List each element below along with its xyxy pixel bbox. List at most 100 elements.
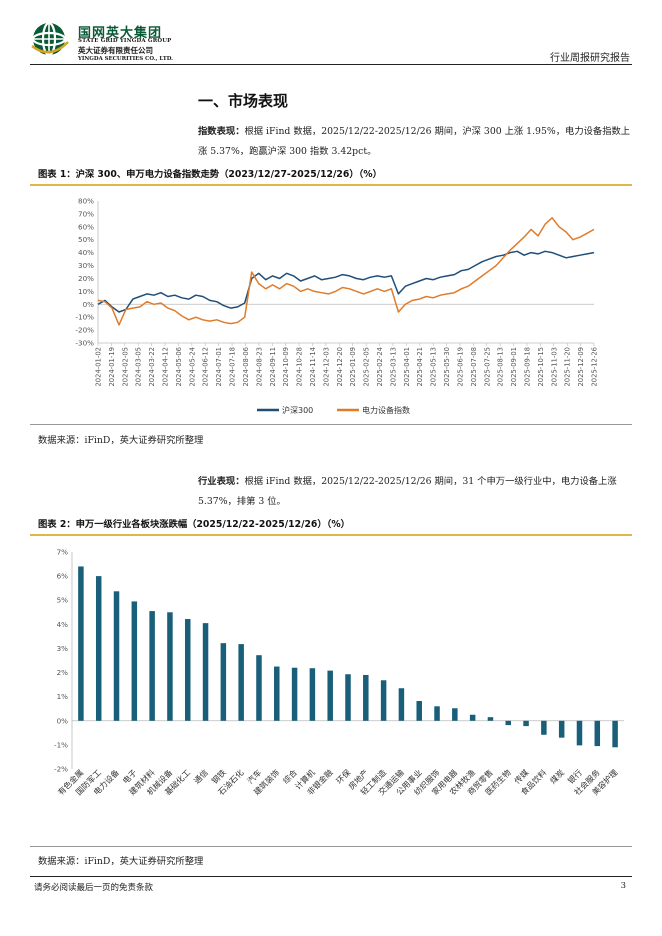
paragraph-lead: 指数表现： — [198, 126, 245, 137]
bar — [612, 720, 618, 748]
x-tick-label: 2025-09-18 — [523, 347, 531, 387]
x-tick-label: 2025-08-13 — [497, 347, 505, 387]
x-tick-label: 2025-02-24 — [376, 347, 384, 387]
y-tick-label: -10% — [75, 313, 94, 322]
company-logo-icon — [31, 21, 69, 57]
y-tick-label: 70% — [78, 209, 94, 218]
x-tick-label: 2024-01-02 — [95, 347, 103, 387]
y-tick-label: 2% — [57, 668, 69, 677]
figure1-title-underline — [30, 184, 632, 186]
legend-label: 沪深300 — [282, 405, 313, 415]
y-tick-label: 0% — [83, 300, 95, 309]
bar — [238, 644, 244, 721]
x-tick-label: 2025-11-20 — [564, 347, 572, 387]
x-tick-label: 2025-09-01 — [510, 347, 518, 387]
x-tick-label: 2025-05-13 — [430, 347, 438, 387]
bar — [184, 619, 191, 721]
bar — [558, 720, 565, 738]
page-number: 3 — [620, 881, 626, 891]
x-tick-label: 2025-12-09 — [577, 347, 585, 387]
x-tick-label: 2024-06-12 — [202, 347, 210, 387]
bar — [345, 674, 351, 721]
x-tick-label: 2025-03-13 — [389, 347, 397, 387]
y-tick-label: -30% — [75, 339, 94, 348]
x-tick-label: 2024-08-23 — [255, 347, 263, 387]
x-tick-label: 2024-10-28 — [296, 347, 304, 387]
y-tick-label: -2% — [54, 765, 68, 774]
figure2-title-bar: 图表 2：申万一级行业各板块涨跌幅（2025/12/22-2025/12/26）… — [30, 516, 632, 536]
x-tick-label: 2024-11-14 — [309, 347, 317, 387]
x-tick-label: 2024-07-01 — [215, 347, 223, 387]
paragraph-lead: 行业表现： — [198, 476, 245, 487]
x-tick-label: 2024-05-06 — [175, 347, 183, 387]
y-tick-label: 30% — [78, 261, 94, 270]
legend-label: 电力设备指数 — [362, 405, 410, 415]
x-tick-label: 2025-10-15 — [537, 347, 545, 387]
company-name-en: STATE GRID YINGDA GROUP — [78, 38, 172, 44]
bar — [416, 701, 422, 721]
bar — [363, 674, 369, 721]
bar — [541, 720, 547, 735]
y-tick-label: 10% — [78, 287, 94, 296]
industry-performance-paragraph: 行业表现：根据 iFind 数据，2025/12/22-2025/12/26 期… — [198, 472, 634, 512]
x-tick-label: 2025-06-19 — [456, 347, 464, 387]
bar — [576, 720, 583, 746]
y-tick-label: 4% — [57, 620, 69, 629]
series-line-hs300 — [97, 250, 595, 313]
bar — [274, 666, 280, 721]
x-tick-label: 2025-07-08 — [470, 347, 478, 387]
bar — [309, 668, 316, 721]
y-tick-label: 1% — [57, 692, 69, 701]
y-tick-label: 0% — [57, 716, 69, 725]
bar — [523, 720, 529, 727]
x-tick-label: 2024-10-09 — [282, 347, 290, 387]
x-tick-label: 2025-04-01 — [403, 347, 411, 387]
section-title: 一、市场表现 — [198, 92, 289, 110]
y-tick-label: 60% — [78, 222, 94, 231]
bar — [380, 680, 387, 721]
x-tick-label: 2024-02-05 — [121, 347, 129, 387]
bar — [469, 714, 476, 721]
bar — [202, 623, 209, 721]
y-tick-label: -20% — [75, 326, 94, 335]
x-tick-label: 2024-03-22 — [148, 347, 156, 387]
bar — [167, 612, 173, 721]
x-tick-label: 2024-09-11 — [269, 347, 277, 387]
bar — [220, 643, 227, 721]
bar — [95, 576, 102, 721]
figure2-title-underline — [30, 534, 632, 536]
x-tick-label: 2025-12-26 — [591, 347, 599, 387]
paragraph-text: 根据 iFind 数据，2025/12/22-2025/12/26 期间，31 … — [198, 476, 617, 507]
x-tick-label: 2025-11-03 — [550, 347, 558, 387]
bar — [505, 720, 512, 726]
header-divider — [30, 64, 632, 65]
bar — [78, 566, 84, 721]
figure2-source: 数据来源：iFinD，英大证券研究所整理 — [38, 856, 204, 867]
figure2-title: 图表 2：申万一级行业各板块涨跌幅（2025/12/22-2025/12/26）… — [38, 519, 350, 530]
x-tick-label: 2025-05-30 — [443, 347, 451, 387]
x-tick-label: 2024-03-05 — [135, 347, 143, 387]
x-tick-label: 通信 — [192, 767, 210, 785]
x-tick-label: 2024-12-20 — [336, 347, 344, 387]
bar — [594, 720, 601, 747]
footer-divider — [30, 876, 632, 877]
bar — [487, 717, 494, 721]
source-divider — [30, 424, 632, 425]
y-tick-label: 3% — [57, 644, 69, 653]
securities-name-cn: 英大证券有限责任公司 — [78, 46, 153, 55]
report-type: 行业周报研究报告 — [550, 53, 630, 64]
y-tick-label: 7% — [57, 548, 69, 557]
securities-name-en: YINGDA SECURITIES CO., LTD. — [78, 56, 174, 62]
x-tick-label: 煤炭 — [548, 767, 566, 785]
bar — [327, 670, 333, 721]
paragraph-text: 根据 iFind 数据，2025/12/22-2025/12/26 期间，沪深 … — [198, 126, 631, 157]
x-tick-label: 2024-01-19 — [108, 347, 116, 387]
x-tick-label: 2025-04-21 — [416, 347, 424, 387]
y-tick-label: 6% — [57, 572, 69, 581]
y-tick-label: 20% — [78, 274, 94, 283]
bar — [256, 655, 262, 721]
x-tick-label: 2024-08-06 — [242, 347, 250, 387]
bar — [131, 601, 138, 721]
bar — [113, 591, 120, 721]
